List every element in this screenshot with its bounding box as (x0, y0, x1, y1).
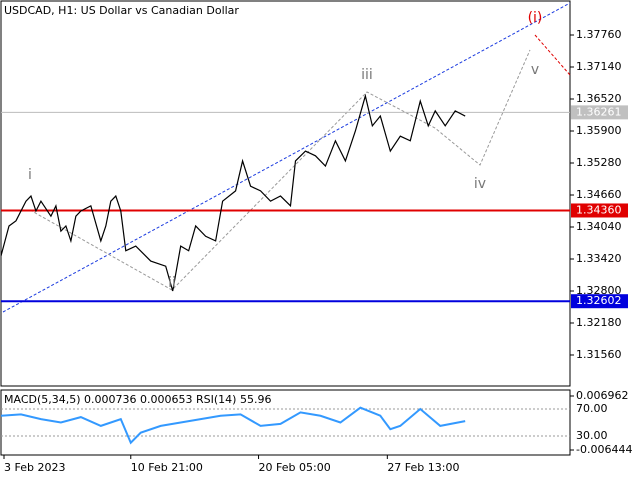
level-box (571, 294, 628, 309)
x-tick-label: 20 Feb 05:00 (259, 461, 331, 474)
wave-forecast (534, 34, 571, 76)
wave-label: iii (361, 67, 373, 83)
y-tick-label: 1.36520 (576, 92, 622, 105)
indicator-frame (0, 389, 571, 456)
y-tick-label: 1.32180 (576, 316, 622, 329)
x-tick-label: 10 Feb 21:00 (131, 461, 203, 474)
bid-box (571, 105, 628, 120)
y-tick-label: 1.37140 (576, 60, 622, 73)
level-label: 1.34360 (576, 203, 622, 216)
bid-label: 1.36261 (576, 105, 622, 118)
rsi-tick-label: 70.00 (576, 402, 608, 415)
wave-label: ii (168, 275, 176, 291)
y-tick-label: 1.32800 (576, 284, 622, 297)
y-tick-label: 1.33420 (576, 252, 622, 265)
price-line (0, 93, 466, 292)
rsi-tick-label: 30.00 (576, 429, 608, 442)
y-tick-label: 1.37760 (576, 28, 622, 41)
trend-line (2, 2, 571, 313)
macd-tick-label: -0.006444 (576, 443, 632, 456)
wave-label: v (531, 62, 539, 78)
x-tick-label: 3 Feb 2023 (4, 461, 65, 474)
x-tick-label: 27 Feb 13:00 (387, 461, 459, 474)
wave-label: (i) (528, 10, 543, 26)
wave-lines (29, 49, 531, 291)
wave-label: iv (474, 176, 486, 192)
y-tick-label: 1.35900 (576, 124, 622, 137)
level-label: 1.32602 (576, 294, 622, 307)
main-frame (0, 0, 571, 387)
wave-label: i (28, 167, 32, 183)
indicator-label: MACD(5,34,5) 0.000736 0.000653 RSI(14) 5… (4, 393, 271, 406)
y-tick-label: 1.31560 (576, 348, 622, 361)
macd-tick-label: 0.006962 (576, 389, 629, 402)
y-tick-label: 1.34660 (576, 188, 622, 201)
level-box (571, 203, 628, 218)
y-tick-label: 1.34040 (576, 220, 622, 233)
y-tick-label: 1.35280 (576, 156, 622, 169)
rsi-line (0, 406, 466, 445)
chart-title: USDCAD, H1: US Dollar vs Canadian Dollar (4, 4, 239, 17)
